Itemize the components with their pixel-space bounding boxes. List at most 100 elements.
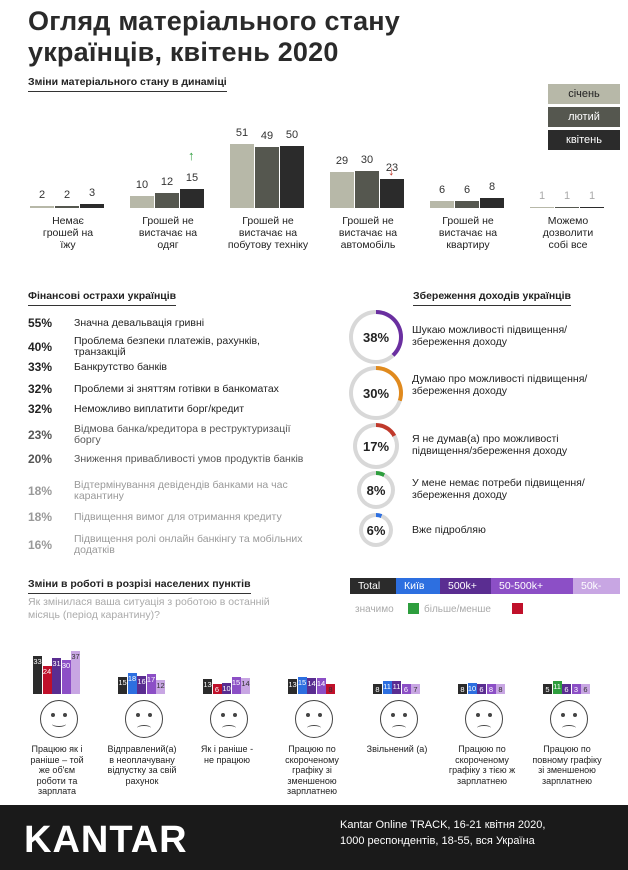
savings-ring: 30% [349, 366, 403, 420]
material-value-label: 30 [360, 153, 374, 166]
category-label-line: вистачає на [338, 227, 398, 239]
fear-text: Підвищення ролі онлайн банкінгу та мобіл… [74, 533, 303, 556]
work-label-line: скороченому [455, 754, 509, 765]
category-label-line: вистачає на [138, 227, 198, 239]
work-value-label: 6 [583, 685, 588, 694]
savings-ring-center: 17% [357, 427, 395, 465]
less-swatch [512, 603, 523, 614]
work-bar [458, 684, 467, 694]
work-value-label: 7 [413, 685, 418, 694]
legend-jan: січень [548, 84, 620, 104]
work-bar [477, 684, 486, 694]
category-label-line: Грошей не [442, 215, 494, 227]
face-eye [403, 713, 407, 717]
savings-ring-center: 38% [353, 314, 399, 360]
work-label-line: зменшеною [287, 775, 337, 786]
savings-text: Думаю про можливості підвищення/збережен… [412, 373, 588, 397]
work-legend-item: 500k+ [440, 578, 491, 594]
material-bar [480, 198, 504, 208]
fear-text: Проблема безпеки платежів, рахунків, тра… [74, 335, 260, 358]
work-bar [467, 682, 477, 694]
significance-text: більше/менше [424, 604, 491, 615]
savings-ring: 17% [353, 423, 399, 469]
kantar-logo: KANTAR [24, 819, 188, 861]
face-eye [221, 713, 225, 717]
work-legend-item: Total [350, 578, 396, 594]
work-value-label: 31 [52, 659, 61, 669]
footer-source: Kantar Online TRACK, 16-21 квітня 2020, … [340, 817, 545, 849]
fear-text: Підвищення вимог для отримання кредиту [74, 510, 282, 523]
fear-text: Відтермінування девідендів банками на ча… [74, 479, 288, 502]
work-question: Як змінилася ваша ситуація з роботою в о… [28, 596, 270, 621]
work-value-label: 15 [231, 677, 241, 687]
work-value-label: 11 [383, 682, 391, 692]
work-section-title: Зміни в роботі в розрізі населених пункт… [28, 578, 251, 594]
face-icon [210, 700, 248, 738]
work-label-line: зі зменшеною [538, 765, 596, 775]
face-icon [295, 700, 333, 738]
footer-line-2: 1000 респондентів, 18-55, вся Україна [340, 835, 535, 847]
material-bar [80, 204, 104, 208]
fear-percent: 33% [28, 360, 53, 374]
material-bar [155, 193, 179, 208]
face-mouth [477, 725, 491, 731]
material-value-label: 29 [335, 154, 349, 167]
material-section-title: Зміни матеріального стану в динаміці [28, 76, 227, 92]
work-label-line: повному графіку [532, 754, 602, 765]
face-icon [550, 700, 588, 738]
face-mouth [307, 725, 321, 731]
fear-item: 20% Зниження привабливості умов продуктів… [28, 452, 328, 466]
work-legend-item: Київ [396, 578, 440, 594]
face-mouth [52, 721, 66, 727]
category-label-line: грошей на [42, 227, 94, 239]
work-bar [581, 684, 590, 694]
work-label-line: же об'єм [38, 765, 76, 775]
work-bar [543, 684, 552, 694]
fear-text: Банкрутство банків [74, 360, 167, 373]
material-bar [30, 205, 54, 208]
work-label-line: зарплатнею [542, 775, 592, 786]
trend-down-icon: ↓ [388, 163, 395, 178]
face-mouth [392, 725, 406, 731]
work-category-label: Працюю по повному графіку зі зменшеною зарп… [527, 744, 607, 786]
material-value-label: 1 [588, 189, 596, 202]
material-value-label: 1 [563, 189, 571, 202]
material-bar [280, 145, 304, 208]
work-bar [373, 684, 382, 694]
work-label-line: Працюю по [543, 744, 591, 754]
face-eye [136, 713, 140, 717]
fear-percent: 20% [28, 452, 53, 466]
work-bar [33, 656, 42, 694]
face-eye [148, 713, 152, 717]
fear-text: Зниження привабливості умов продуктів ба… [74, 452, 304, 465]
fear-text: Неможливо виплатити борг/кредит [74, 402, 245, 415]
work-category-label: Працюю по скороченому графіку з тією ж зарп… [442, 744, 522, 786]
material-bar [355, 170, 379, 208]
work-value-label: 12 [156, 681, 165, 691]
fear-percent: 55% [28, 316, 53, 330]
savings-ring: 38% [349, 310, 403, 364]
legend-apr: квітень [548, 130, 620, 150]
work-label-line: раніше – той [30, 754, 84, 765]
material-bar [430, 200, 454, 208]
material-value-label: 12 [160, 176, 174, 188]
work-bar [392, 681, 401, 694]
savings-text: Шукаю можливості підвищення/ збереження … [412, 324, 568, 348]
work-label-line: скороченому [285, 754, 339, 765]
work-bar [118, 676, 127, 694]
work-value-label: 10 [467, 683, 477, 693]
material-bar [330, 171, 354, 208]
face-eye [476, 713, 480, 717]
material-value-label: 51 [235, 127, 249, 140]
work-bar [486, 684, 496, 694]
work-value-label: 13 [288, 680, 297, 690]
material-bar [530, 206, 554, 208]
material-legend: січень лютий квітень [548, 84, 620, 153]
work-category-label: Як і раніше - не працюю [187, 744, 267, 765]
work-bar [231, 676, 241, 694]
fear-item: 33% Банкрутство банків [28, 360, 328, 374]
category-label-line: Можемо [547, 215, 589, 227]
category-label-line: одяг [157, 239, 179, 251]
work-bar [326, 684, 335, 694]
face-mouth [562, 725, 576, 731]
